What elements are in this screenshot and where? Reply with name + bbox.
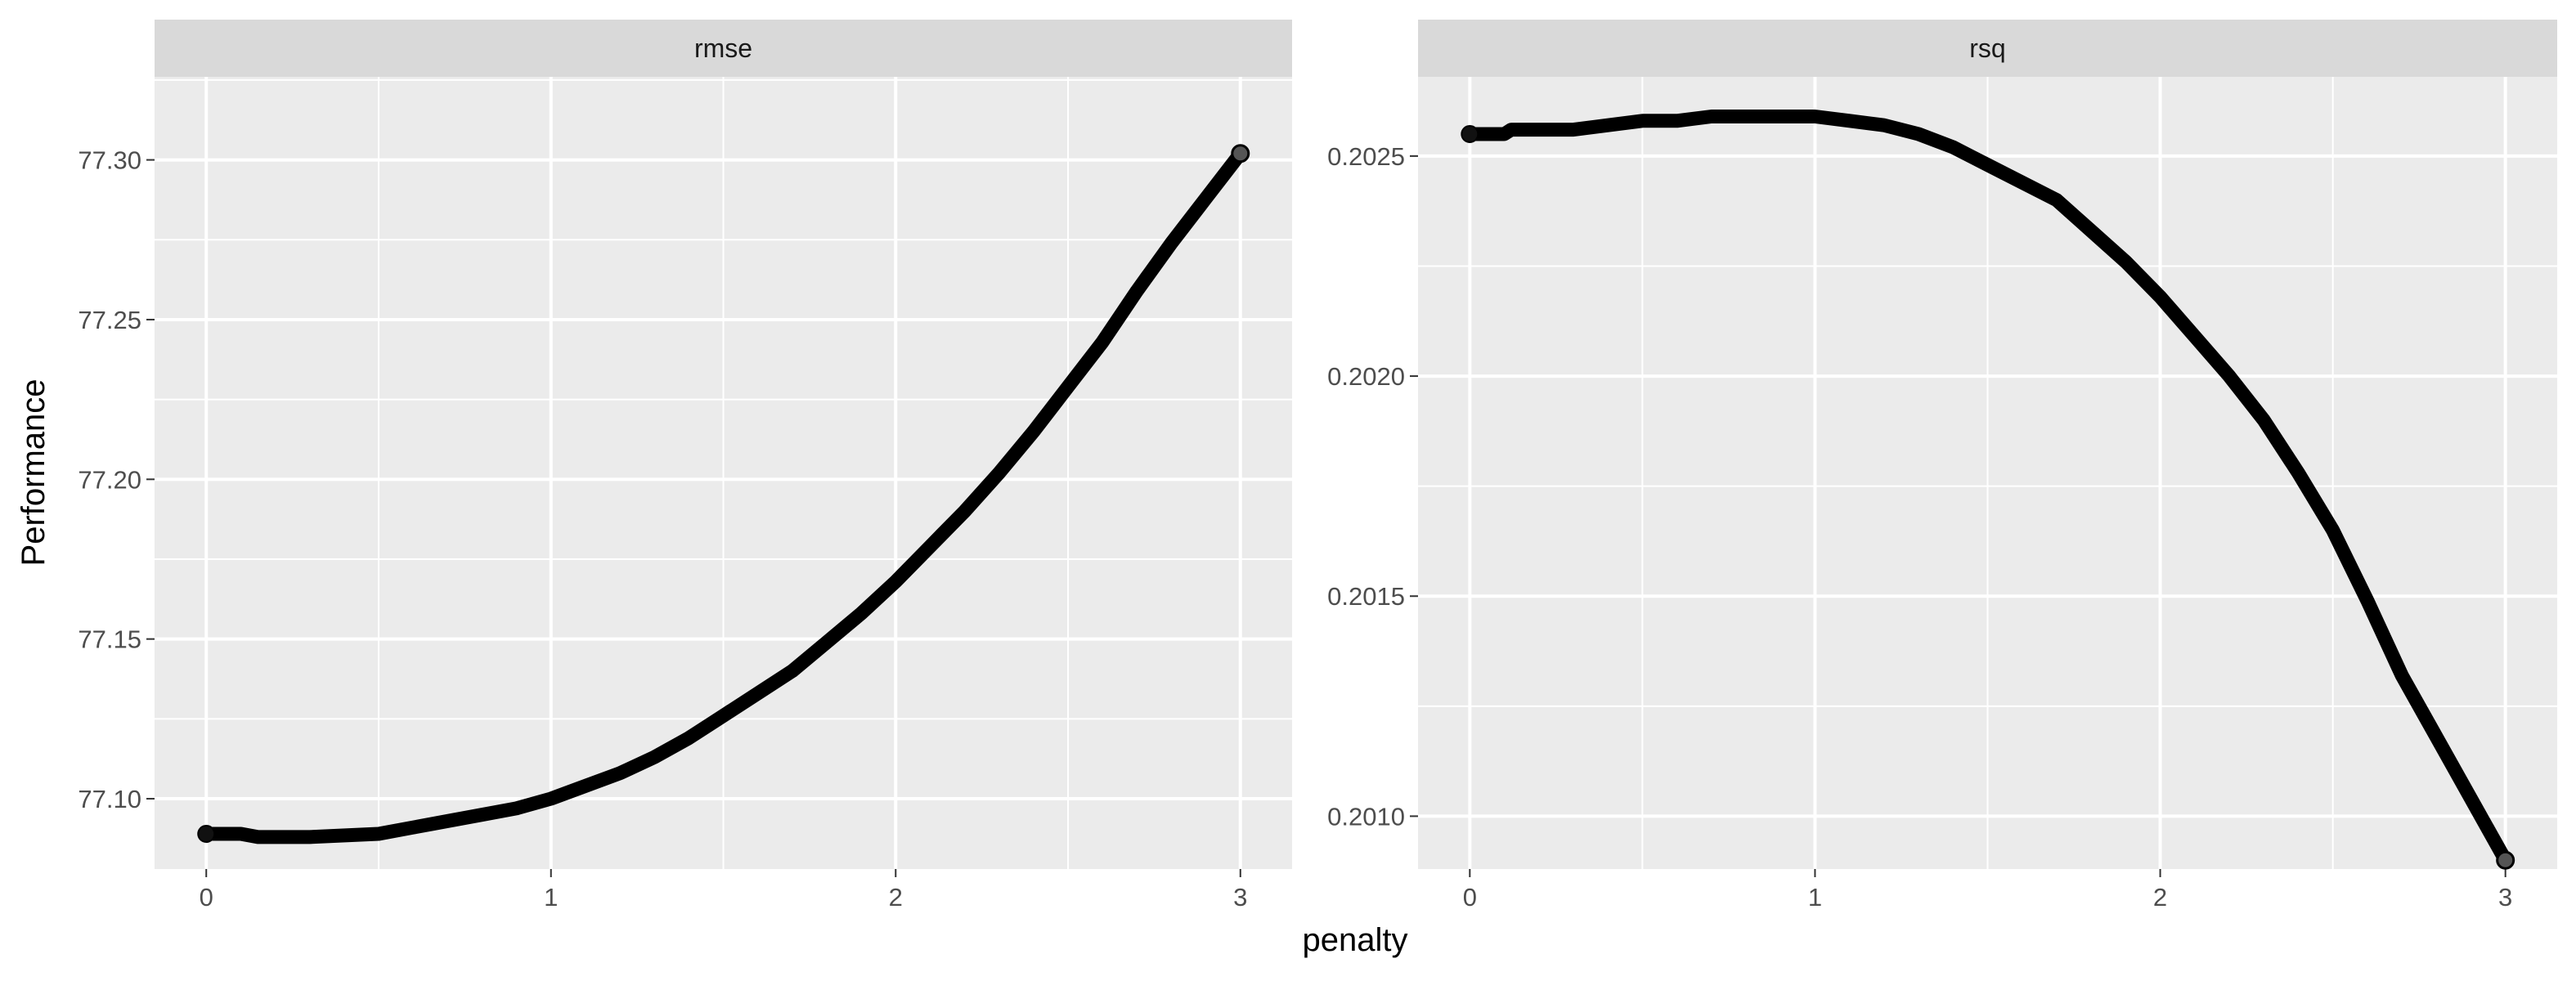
series-point-end — [1232, 146, 1249, 162]
x-tick-label: 3 — [1233, 883, 1247, 912]
y-tick-label: 0.2010 — [1327, 802, 1405, 831]
y-tick-label: 0.2020 — [1327, 362, 1405, 391]
y-tick-label: 0.2015 — [1327, 582, 1405, 611]
x-tick-label: 3 — [2498, 883, 2512, 912]
facet-strip-label: rmse — [694, 34, 752, 63]
y-tick-label: 77.30 — [78, 146, 141, 175]
series-point-end — [2497, 852, 2514, 868]
y-tick-label: 0.2025 — [1327, 142, 1405, 171]
y-tick-label: 77.15 — [78, 625, 141, 654]
y-tick-label: 77.10 — [78, 785, 141, 813]
y-tick-label: 77.20 — [78, 465, 141, 494]
panel-rmse: rmse 0 1 2 3 77.10 77.15 77.20 77.25 77.30 — [78, 20, 1292, 912]
x-tick-label: 1 — [544, 883, 558, 912]
x-tick-label: 0 — [200, 883, 213, 912]
series-point-start — [198, 826, 214, 842]
x-axis-title: penalty — [1303, 922, 1408, 958]
facet-strip-label: rsq — [1969, 34, 2005, 63]
series-point-start — [1461, 126, 1478, 142]
x-tick-label: 0 — [1463, 883, 1477, 912]
x-tick-label: 2 — [2153, 883, 2167, 912]
x-tick-label: 2 — [889, 883, 903, 912]
y-tick-label: 77.25 — [78, 306, 141, 334]
x-tick-label: 1 — [1808, 883, 1822, 912]
panel-rsq: rsq 0 1 2 3 0.2010 0.2015 0.2020 0.2025 — [1327, 20, 2557, 912]
y-axis-title: Performance — [16, 379, 52, 567]
